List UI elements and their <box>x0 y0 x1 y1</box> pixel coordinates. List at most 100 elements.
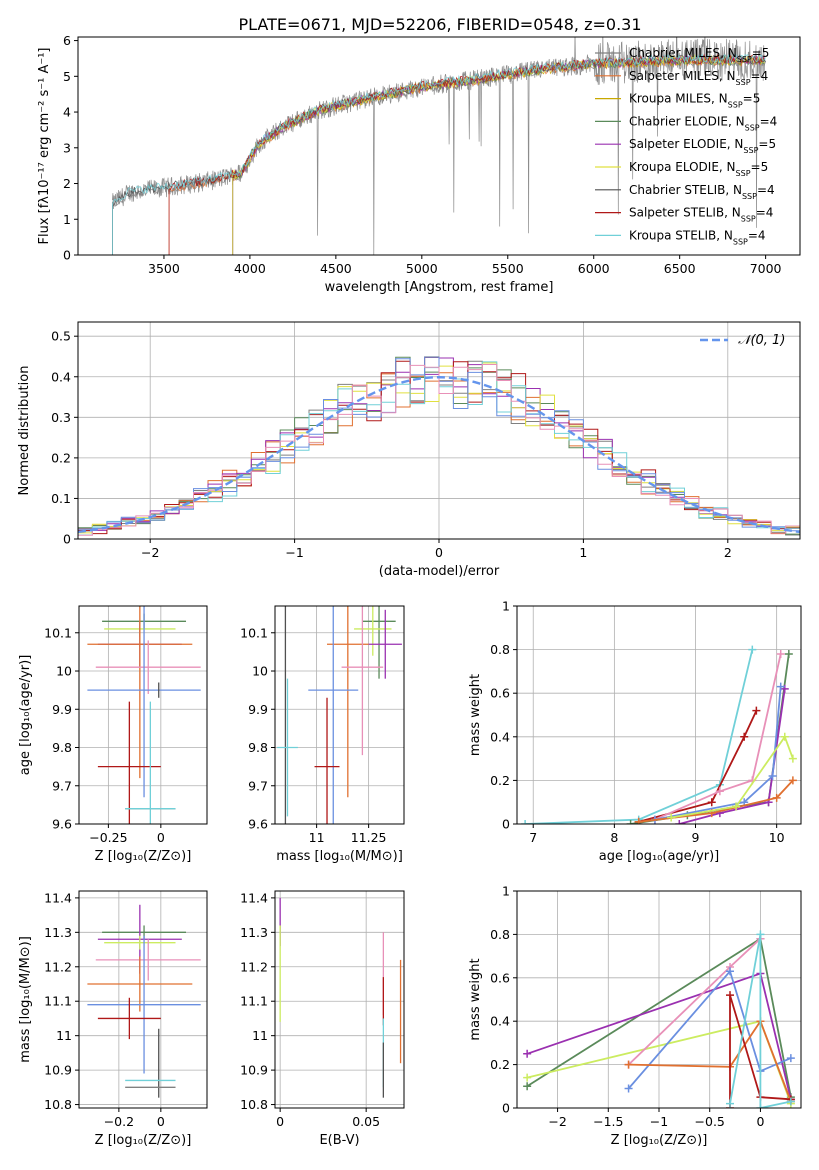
plot-area <box>87 904 201 1098</box>
legend-entry: Chabrier ELODIE, NSSP=4 <box>629 114 777 131</box>
weight-point <box>523 1073 532 1082</box>
x-tick-label: 0 <box>157 830 165 845</box>
model-spectrum-5 <box>232 54 766 255</box>
x-tick-label: 6500 <box>664 261 696 276</box>
panel-weight_vs_z: −2 −1.5 −1 −0.5 0 0 0.2 0.4 0.6 0.8 1 Z [log₁₀(Z/Z⊙… <box>468 884 802 1148</box>
legend-suffix: =4 <box>760 114 778 128</box>
x-tick-label: 0 <box>435 545 443 560</box>
y-axis-label: mass [log₁₀(M/M⊙)] <box>18 936 33 1063</box>
x-tick-label: 5500 <box>492 261 524 276</box>
x-tick-label: −2 <box>548 1114 566 1129</box>
legend-suffix: =5 <box>758 137 776 151</box>
legend-suffix: =5 <box>743 92 761 106</box>
x-tick-label: 9 <box>692 830 700 845</box>
y-tick-label: 0 <box>63 248 71 263</box>
plot-area <box>87 606 201 824</box>
x-tick-label: −2 <box>141 545 159 560</box>
weight-point <box>752 706 761 715</box>
weight-series-0 <box>525 649 754 824</box>
y-tick-label: 10.9 <box>44 1063 72 1078</box>
x-tick-label: 3500 <box>148 261 180 276</box>
weight-point <box>521 820 530 824</box>
y-tick-label: 0.4 <box>490 729 510 744</box>
y-tick-label: 0 <box>502 1101 510 1116</box>
y-tick-label: 0.2 <box>490 773 510 788</box>
y-tick-label: 11.3 <box>240 925 268 940</box>
weight-point <box>788 754 797 763</box>
legend-suffix: =4 <box>751 69 769 83</box>
legend-suffix: =4 <box>748 228 766 242</box>
weight-series-3 <box>654 653 782 821</box>
legend-name: Salpeter STELIB, N <box>629 206 741 220</box>
y-tick-label: 0.8 <box>490 642 510 657</box>
x-tick-label: 1 <box>579 545 587 560</box>
figure-title: PLATE=0671, MJD=52206, FIBERID=0548, z=0… <box>238 15 641 34</box>
legend-sub: SSP <box>737 55 752 64</box>
y-tick-label: 9.6 <box>248 817 268 832</box>
x-tick-label: −1.5 <box>593 1114 623 1129</box>
y-axis-label: mass weight <box>468 674 483 756</box>
y-tick-label: 1 <box>502 884 510 899</box>
y-tick-label: 0.5 <box>51 329 71 344</box>
legend-entry: Chabrier MILES, NSSP=5 <box>629 46 769 64</box>
x-axis-label: Z [log₁₀(Z/Z⊙)] <box>611 1133 708 1148</box>
y-tick-label: 10.8 <box>44 1097 72 1112</box>
x-tick-label: −0.25 <box>89 830 127 845</box>
legend-name: Chabrier STELIB, N <box>629 183 742 197</box>
x-axis-label: wavelength [Angstrom, rest frame] <box>325 280 554 295</box>
y-tick-label: 10.9 <box>240 1063 268 1078</box>
weight-point <box>715 787 724 796</box>
normal-curve <box>78 375 800 534</box>
y-tick-label: 10 <box>252 664 268 679</box>
legend-entry: Salpeter STELIB, NSSP=4 <box>629 206 773 224</box>
x-axis-label: E(B-V) <box>319 1133 359 1148</box>
weight-point <box>675 820 684 824</box>
y-tick-label: 9.9 <box>248 702 268 717</box>
y-tick-label: 0.2 <box>51 450 71 465</box>
weight-point <box>726 991 734 1000</box>
y-tick-label: 0.8 <box>490 927 510 942</box>
x-tick-label: 0 <box>157 1114 165 1129</box>
y-tick-label: 11.1 <box>240 994 268 1009</box>
weight-series-7 <box>729 934 792 1108</box>
x-tick-label: −0.2 <box>104 1114 134 1129</box>
weight-point <box>772 793 781 802</box>
y-tick-label: 11 <box>56 1028 72 1043</box>
weight-point <box>726 1099 734 1108</box>
weight-point <box>756 1104 765 1108</box>
axes-frame <box>274 890 405 1109</box>
legend-sub: SSP <box>736 77 751 86</box>
x-tick-label: 11 <box>309 830 325 845</box>
y-tick-label: 11.1 <box>44 994 72 1009</box>
plot-area <box>277 606 402 824</box>
y-tick-label: 11.2 <box>240 959 268 974</box>
x-tick-label: 6000 <box>578 261 610 276</box>
axes-frame <box>274 605 405 825</box>
y-tick-label: 0 <box>502 817 510 832</box>
y-tick-label: 5 <box>63 69 71 84</box>
weight-point <box>776 649 785 658</box>
y-tick-label: 2 <box>63 176 71 191</box>
panel-mass_vs_ebv: 0 0.05 10.8 10.9 11 11.1 11.2 11.3 11.4 E(B-V) <box>240 890 405 1148</box>
x-tick-label: 5000 <box>406 261 438 276</box>
y-axis-label: Normed distribution <box>17 366 32 496</box>
weight-point <box>784 649 793 658</box>
x-tick-label: 7 <box>529 830 537 845</box>
weight-series-2 <box>638 710 758 823</box>
y-tick-label: 9.8 <box>52 740 72 755</box>
y-axis-label: Flux [fλ10⁻¹⁷ erg cm⁻² s⁻¹ A⁻¹] <box>37 48 52 245</box>
y-tick-label: 9.7 <box>52 778 72 793</box>
legend-name: Kroupa MILES, N <box>629 92 728 106</box>
x-tick-label: 0 <box>756 1114 764 1129</box>
model-spectrum-1 <box>168 56 765 255</box>
legend-entry: Chabrier STELIB, NSSP=4 <box>629 183 775 201</box>
y-tick-label: 11.4 <box>44 890 72 905</box>
model-spectrum-0 <box>112 56 766 255</box>
plot-area <box>78 356 800 536</box>
x-tick-label: 0 <box>276 1114 284 1129</box>
weight-point <box>624 1060 633 1069</box>
y-tick-label: 10.1 <box>44 625 72 640</box>
weight-point <box>788 776 797 785</box>
x-tick-label: 8 <box>610 830 618 845</box>
